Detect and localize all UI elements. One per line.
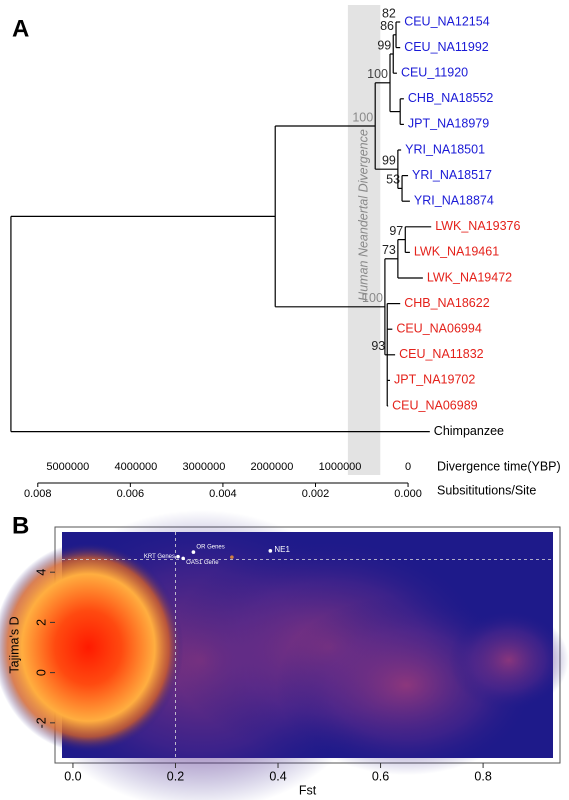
x2-axis-label: Divergence time(YBP) <box>437 459 561 473</box>
x-tick-label: 0.004 <box>209 488 237 500</box>
gene-point <box>268 549 273 553</box>
panel-letter: A <box>12 15 29 42</box>
support-value: 100 <box>362 291 383 305</box>
panel-letter: B <box>12 512 29 539</box>
leaf-label: JPT_NA18979 <box>408 117 489 131</box>
gene-point <box>176 554 180 559</box>
x-tick-label: 0.006 <box>117 488 145 500</box>
leaf-label: YRI_NA18874 <box>414 193 494 207</box>
leaf-label: YRI_NA18501 <box>405 142 485 156</box>
leaf-label: CEU_NA11832 <box>399 347 484 361</box>
x2-tick-label: 3000000 <box>183 461 226 473</box>
y-tick-label: 4 <box>34 569 48 576</box>
gene-label: KRT Genes <box>144 554 175 560</box>
gene-label: OR Genes <box>196 545 224 551</box>
support-value: 86 <box>380 19 394 33</box>
x-tick-label: 0.000 <box>394 488 422 500</box>
leaf-label: LWK_NA19461 <box>414 245 499 259</box>
density-core <box>0 542 184 753</box>
x-tick-label: 0.2 <box>167 769 184 783</box>
panel-a: A Human Neandertal Divergence CEU_NA12154 8… <box>10 5 561 500</box>
y-axis-label: Tajima's D <box>7 616 21 673</box>
panel-b: B NE1 OR Genes KRT Genes OAS1 Gene 0.0 0.2 0.4 0… <box>0 510 569 800</box>
gene-label: NE1 <box>274 545 290 554</box>
leaf-label: JPT_NA19702 <box>394 373 475 387</box>
leaf-label: CHB_NA18552 <box>408 91 494 105</box>
leaf-label: CEU_NA12154 <box>404 14 490 28</box>
x2-tick-label: 1000000 <box>319 461 362 473</box>
x-tick-label: 0.6 <box>372 769 389 783</box>
x-tick-label: 0.008 <box>24 488 52 500</box>
x2-tick-label: 2000000 <box>251 461 294 473</box>
x-tick-label: 0.002 <box>302 488 330 500</box>
x2-tick-label: 4000000 <box>114 461 157 473</box>
gene-point <box>181 556 185 561</box>
y-tick-label: 2 <box>34 619 48 626</box>
leaf-label: LWK_NA19376 <box>435 219 520 233</box>
gene-point <box>191 550 196 554</box>
gene-label: OAS1 Gene <box>186 560 219 566</box>
leaf-label: LWK_NA19472 <box>427 270 512 284</box>
support-value: 53 <box>386 173 400 187</box>
support-value: 97 <box>389 224 403 238</box>
support-value: 100 <box>367 67 388 81</box>
band-label: Human Neandertal Divergence <box>356 129 370 301</box>
x2-tick-label: 0 <box>405 461 411 473</box>
leaf-label: CHB_NA18622 <box>404 296 490 310</box>
x-axis-label: Subsititutions/Site <box>437 483 536 497</box>
support-value: 99 <box>377 38 391 52</box>
support-value: 100 <box>352 110 373 124</box>
leaf-label: YRI_NA18517 <box>412 168 492 182</box>
leaf-label: CEU_11920 <box>401 65 468 79</box>
support-value: 99 <box>382 153 396 167</box>
leaf-label: Chimpanzee <box>434 424 504 438</box>
x-axis-label: Fst <box>299 783 317 797</box>
x-tick-label: 0.0 <box>64 769 81 783</box>
support-value: 73 <box>382 243 396 257</box>
y-tick-label: -2 <box>34 717 48 728</box>
leaf-label: CEU_NA11992 <box>404 40 489 54</box>
x2-tick-label: 5000000 <box>46 461 89 473</box>
leaf-label: CEU_NA06994 <box>396 321 482 335</box>
leaf-label: CEU_NA06989 <box>392 398 478 412</box>
x-tick-label: 0.4 <box>269 769 286 783</box>
support-value: 93 <box>371 339 385 353</box>
y-tick-label: 0 <box>34 669 48 676</box>
x-tick-label: 0.8 <box>474 769 491 783</box>
gene-point <box>230 555 234 559</box>
density-glow <box>448 610 569 711</box>
support-value: 82 <box>382 6 396 20</box>
